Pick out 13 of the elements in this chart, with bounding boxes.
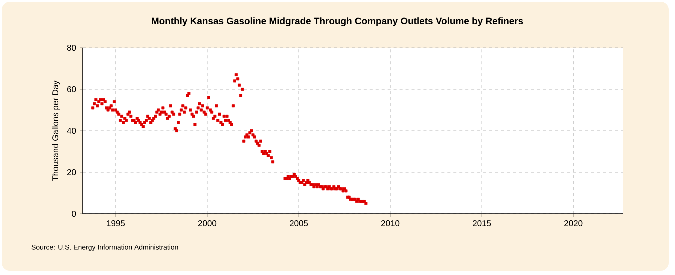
y-tick-label: 0 [72, 211, 76, 217]
x-tick-label: 2000 [198, 220, 217, 227]
y-tick-label: 40 [67, 128, 76, 134]
x-tick-label: 1995 [107, 220, 126, 227]
chart-title: Monthly Kansas Gasoline Midgrade Through Company Outlets Volume by Refiners [152, 18, 524, 26]
y-tick-label: 20 [67, 170, 76, 176]
x-tick-label: 2015 [473, 220, 492, 227]
y-axis-title: Thousand Gallons per Day [52, 80, 60, 182]
y-tick-label: 60 [68, 86, 76, 92]
x-tick-label: 2010 [382, 220, 400, 227]
x-tick-label: 2005 [290, 220, 308, 227]
x-tick-label: 2020 [564, 220, 583, 227]
y-tick-label: 80 [67, 45, 76, 51]
